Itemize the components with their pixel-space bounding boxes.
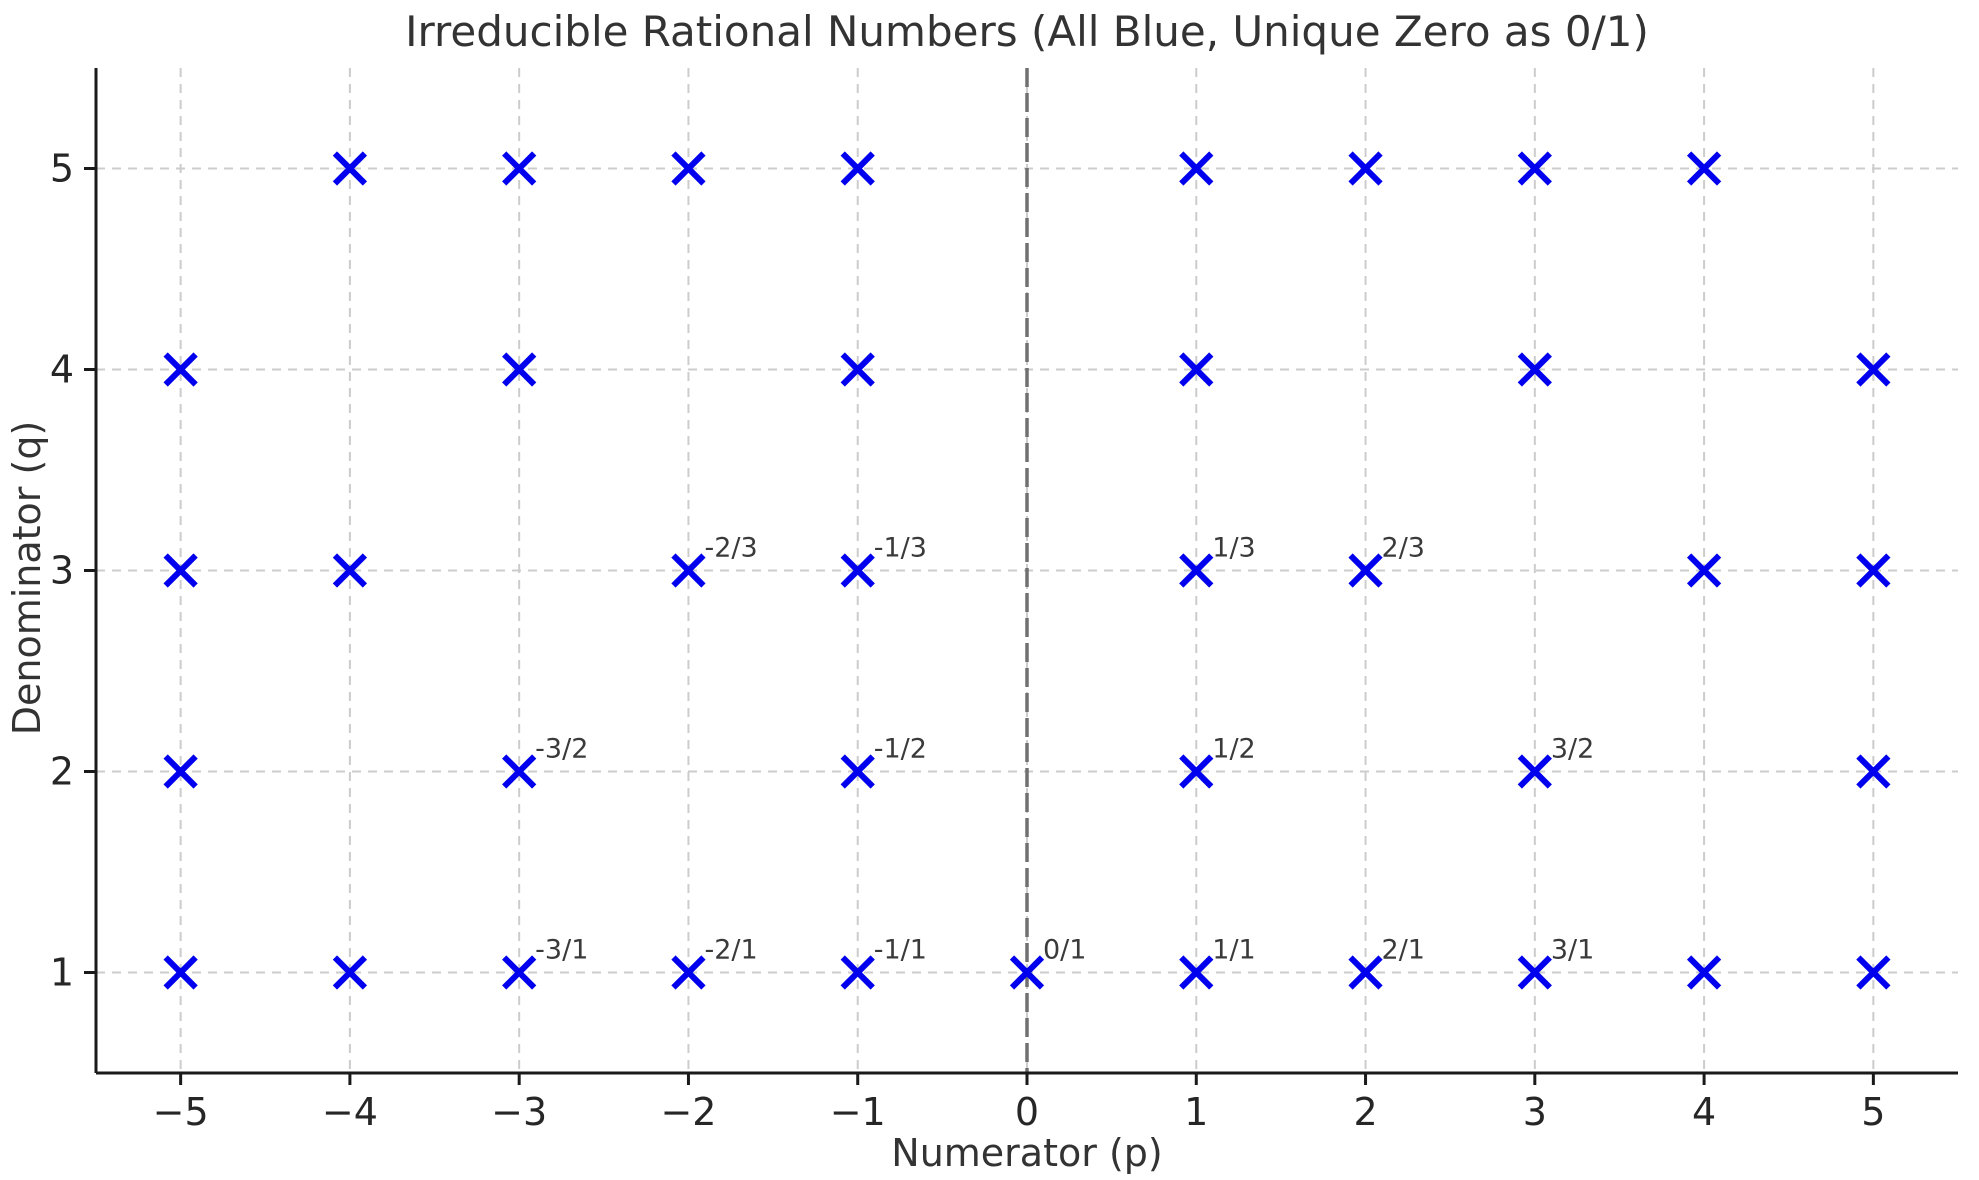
scatter-marker-x <box>1348 553 1383 588</box>
x-tick-label: −1 <box>830 1090 886 1134</box>
fraction-label: 2/3 <box>1382 533 1425 564</box>
scatter-marker-x <box>1856 754 1891 789</box>
scatter-marker-x <box>502 352 537 387</box>
scatter-marker-x <box>1517 955 1552 990</box>
scatter-marker-x <box>1009 955 1045 990</box>
y-tick-label: 5 <box>50 147 74 191</box>
scatter-marker-x <box>1179 955 1214 990</box>
fraction-label: -1/2 <box>874 734 927 765</box>
scatter-marker-x <box>840 955 875 990</box>
fraction-label: 1/2 <box>1212 734 1255 765</box>
scatter-marker-x <box>1517 352 1552 387</box>
y-axis-label: Denominator (q) <box>5 421 49 736</box>
fraction-label: 3/1 <box>1551 935 1594 966</box>
fraction-label: 1/1 <box>1212 935 1255 966</box>
scatter-marker-x <box>671 553 706 588</box>
scatter-marker-x <box>840 151 875 186</box>
scatter-marker-x <box>1686 553 1722 588</box>
fraction-label: -2/3 <box>704 533 757 564</box>
scatter-marker-x <box>1179 553 1214 588</box>
scatter-marker-x <box>671 151 706 186</box>
x-tick-label: −4 <box>322 1090 378 1134</box>
scatter-marker-x <box>1856 955 1891 990</box>
scatter-marker-x <box>163 553 198 588</box>
scatter-marker-x <box>671 955 706 990</box>
fraction-label: 2/1 <box>1382 935 1425 966</box>
scatter-marker-x <box>332 553 368 588</box>
fraction-label: -1/3 <box>874 533 927 564</box>
fraction-label: 3/2 <box>1551 734 1594 765</box>
x-tick-label: −2 <box>660 1090 716 1134</box>
scatter-marker-x <box>163 955 198 990</box>
x-tick-label: 5 <box>1861 1090 1885 1134</box>
x-tick-label: 2 <box>1353 1090 1377 1134</box>
x-tick-label: 3 <box>1523 1090 1547 1134</box>
scatter-marker-x <box>163 754 198 789</box>
x-tick-label: 0 <box>1015 1090 1039 1134</box>
fraction-label: -2/1 <box>704 935 757 966</box>
scatter-marker-x <box>1686 955 1722 990</box>
scatter-marker-x <box>840 754 875 789</box>
fraction-label: 1/3 <box>1212 533 1255 564</box>
scatter-marker-x <box>1348 151 1383 186</box>
scatter-marker-x <box>332 955 368 990</box>
scatter-marker-x <box>1686 151 1722 186</box>
x-tick-label: −3 <box>491 1090 547 1134</box>
scatter-marker-x <box>840 553 875 588</box>
x-axis-label: Numerator (p) <box>891 1131 1162 1175</box>
y-tick-label: 1 <box>50 951 74 995</box>
x-tick-label: 1 <box>1184 1090 1208 1134</box>
scatter-marker-x <box>163 352 198 387</box>
scatter-marker-x <box>1179 352 1214 387</box>
x-tick-label: −5 <box>153 1090 209 1134</box>
scatter-marker-x <box>1179 754 1214 789</box>
fraction-label: -1/1 <box>874 935 927 966</box>
scatter-marker-x <box>502 151 537 186</box>
fraction-label: -3/2 <box>535 734 588 765</box>
y-tick-label: 2 <box>50 750 74 794</box>
scatter-marker-x <box>840 352 875 387</box>
fraction-label: -3/1 <box>535 935 588 966</box>
scatter-marker-x <box>1348 955 1383 990</box>
data-points <box>163 151 1891 990</box>
axis-ticks <box>84 167 1875 1085</box>
scatter-marker-x <box>502 754 537 789</box>
point-labels: -3/1 -2/1 -1/1 0/1 1/1 2/1 3/1 -3/2 -1/2 1/2 3/2 -2… <box>535 533 1594 966</box>
scatter-marker-x <box>1856 553 1891 588</box>
chart-title: Irreducible Rational Numbers (All Blue, … <box>405 7 1649 56</box>
scatter-marker-x <box>1179 151 1214 186</box>
y-tick-label: 4 <box>50 348 74 392</box>
scatter-marker-x <box>1517 754 1552 789</box>
tick-labels: −5 −4 −3 −2 −1 0 1 2 3 4 5 1 2 3 4 5 <box>50 147 1886 1135</box>
scatter-marker-x <box>502 955 537 990</box>
x-tick-label: 4 <box>1692 1090 1716 1134</box>
scatter-marker-x <box>1517 151 1552 186</box>
y-tick-label: 3 <box>50 549 74 593</box>
fraction-label: 0/1 <box>1043 935 1086 966</box>
scatter-marker-x <box>332 151 368 186</box>
scatter-marker-x <box>1856 352 1891 387</box>
